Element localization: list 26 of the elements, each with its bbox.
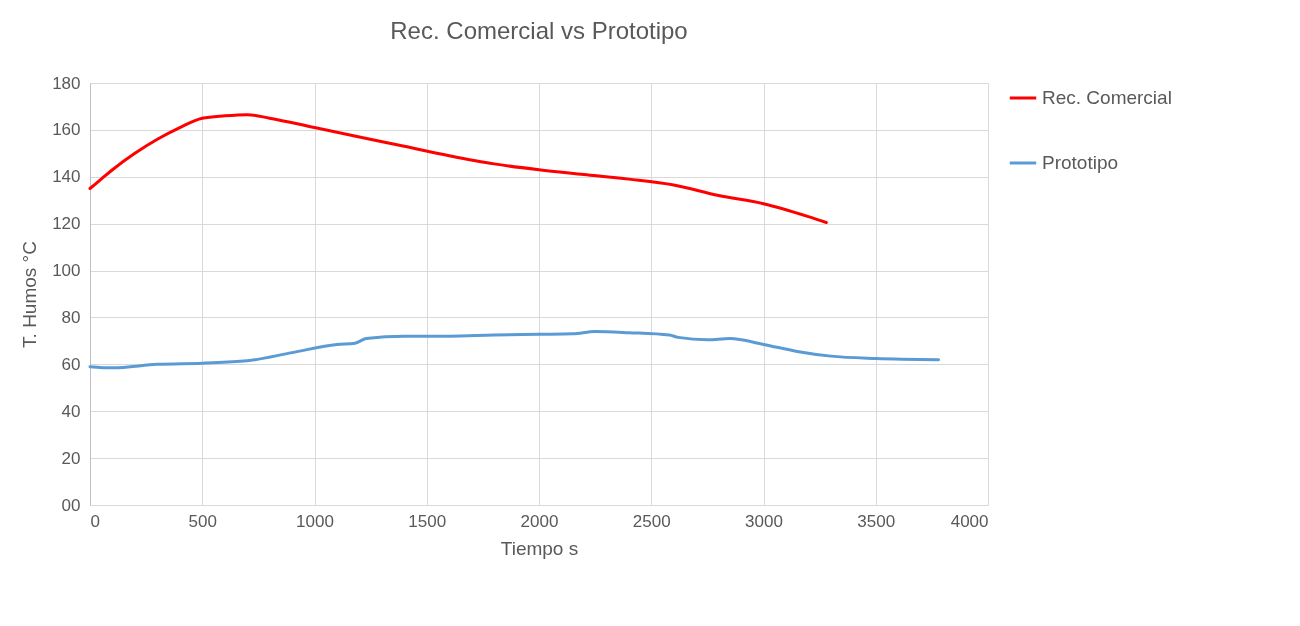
x-tick-label: 4000 [950,511,989,531]
x-axis-title: Tiempo s [500,537,579,559]
y-tick-label: 60 [61,354,81,374]
x-tick-label: 1000 [296,511,334,531]
legend-label: Rec. Comercial [1042,87,1172,108]
x-tick-label: 1500 [408,511,447,531]
x-tick-label: 0 [90,511,100,531]
x-tick-label: 3500 [857,511,896,531]
y-tick-label: 100 [52,261,81,281]
y-tick-label: 160 [52,120,81,140]
chart-title: Rec. Comercial vs Prototipo [390,17,688,44]
line-series [88,330,941,370]
y-tick-label: 180 [52,73,81,93]
y-tick-label: 140 [52,167,81,187]
x-tick-label: 3000 [745,511,783,531]
x-tick-label: 500 [188,511,217,531]
y-tick-label: 80 [61,307,81,327]
y-tick-label: 00 [61,495,81,515]
line-series [88,113,828,224]
legend-label: Prototipo [1042,152,1119,173]
y-tick-label: 20 [61,448,81,468]
y-tick-label: 120 [52,214,81,234]
y-tick-label: 40 [61,401,81,421]
x-tick-label: 2500 [632,511,671,531]
y-axis-title: T. Humos °C [19,241,41,348]
x-tick-label: 2000 [520,511,559,531]
